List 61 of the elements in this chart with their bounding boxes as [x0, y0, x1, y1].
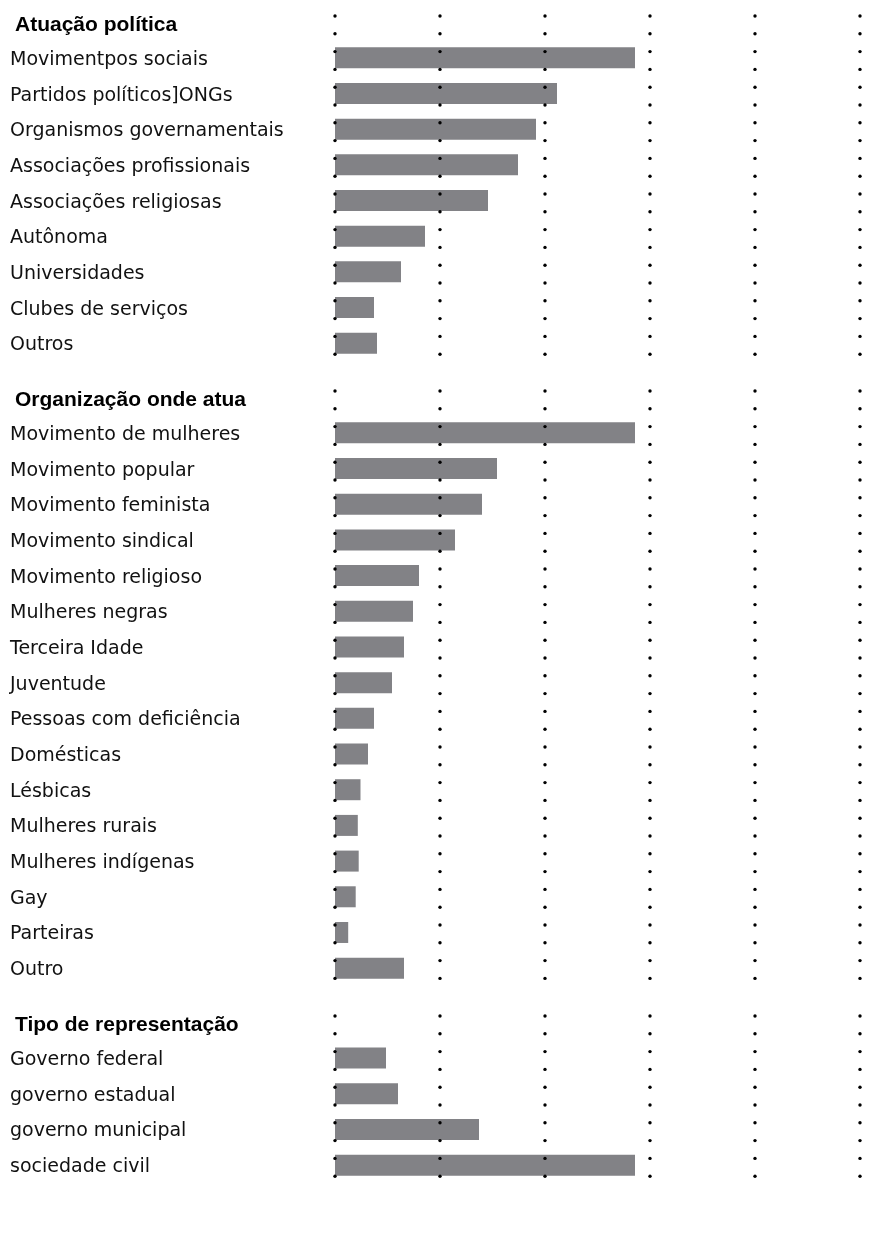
- bar: [335, 1119, 479, 1141]
- bar: [335, 494, 482, 516]
- bar: [335, 47, 635, 69]
- text: Organização onde atua: [15, 387, 247, 411]
- bar: [335, 118, 536, 140]
- y-tick-label: governo estadual: [10, 1083, 176, 1106]
- text: Atuação política: [15, 12, 178, 35]
- y-tick-label: Movimento de mulheres: [10, 422, 241, 445]
- y-tick-label: Clubes de serviços: [10, 296, 188, 319]
- bar: [335, 672, 392, 694]
- y-tick-label: Pessoas com deficiência: [10, 707, 241, 730]
- y-tick-label: Movimento sindical: [10, 529, 194, 552]
- bar: [335, 297, 374, 318]
- y-tick-label: Movimento feminista: [10, 493, 211, 516]
- y-tick-label: Mulheres negras: [10, 600, 168, 623]
- y-tick-label: Movimento religioso: [10, 564, 203, 587]
- y-tick-label: Outros: [10, 332, 74, 355]
- bar: [335, 743, 368, 765]
- bar: [335, 957, 404, 979]
- y-tick-label: Gay: [10, 886, 48, 909]
- bar: [335, 565, 419, 587]
- bar: [335, 458, 497, 480]
- bar: [335, 601, 413, 623]
- y-tick-label: sociedade civil: [10, 1154, 150, 1177]
- y-tick-label: Parteiras: [10, 921, 94, 944]
- y-tick-label: Universidades: [10, 260, 145, 283]
- y-tick-label: Associações religiosas: [10, 189, 222, 212]
- bar: [335, 922, 349, 944]
- y-tick-label: Partidos políticos]ONGs: [10, 82, 233, 105]
- bar: [335, 190, 488, 211]
- y-tick-label: Juventude: [9, 671, 106, 694]
- bar: [335, 529, 455, 551]
- bar: [335, 708, 374, 730]
- bar: [335, 815, 358, 837]
- bar: [335, 422, 635, 444]
- y-tick-label: Autônoma: [10, 225, 108, 248]
- y-tick-label: Organismos governamentais: [10, 118, 284, 141]
- y-tick-label: Outro: [10, 957, 64, 980]
- bar: [335, 850, 359, 872]
- y-tick-label: Mulheres rurais: [10, 814, 157, 837]
- bar: [335, 1083, 398, 1105]
- y-tick-label: governo municipal: [10, 1118, 187, 1141]
- y-tick-label: Governo federal: [10, 1047, 164, 1070]
- bar: [335, 154, 518, 176]
- y-tick-label: Lésbicas: [10, 779, 92, 802]
- bar: [335, 636, 404, 658]
- bar: [335, 886, 356, 908]
- bar: [335, 1047, 386, 1069]
- bar: [335, 332, 377, 354]
- bar: [335, 1155, 635, 1177]
- bar: [335, 225, 425, 247]
- y-tick-label: Movimentpos sociais: [10, 46, 208, 69]
- bar: [335, 83, 557, 104]
- y-tick-label: Mulheres indígenas: [10, 850, 195, 873]
- bar: [335, 779, 361, 801]
- bar: [335, 261, 401, 283]
- text: Tipo de representação: [15, 1012, 239, 1036]
- y-tick-label: Domésticas: [10, 743, 122, 766]
- y-tick-label: Associações profissionais: [10, 153, 251, 176]
- y-tick-label: Terceira Idade: [9, 636, 144, 659]
- y-tick-label: Movimento popular: [10, 457, 195, 480]
